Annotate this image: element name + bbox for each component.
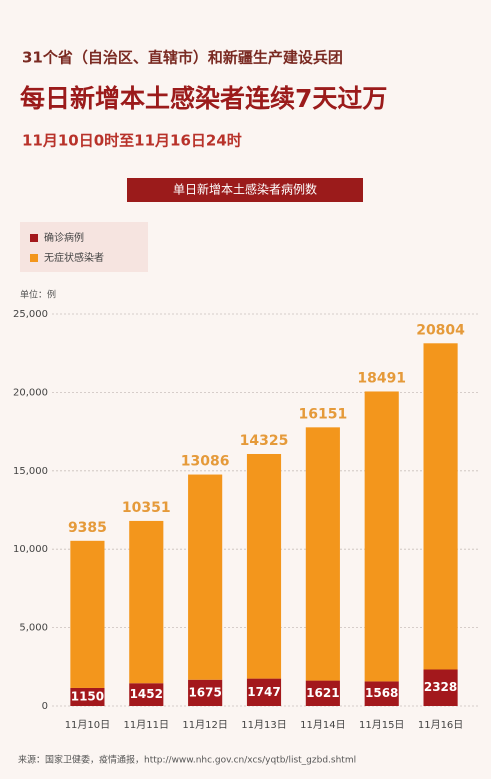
bar-segment (188, 679, 223, 706)
value-label: 1675 (188, 685, 221, 699)
x-tick-label: 11月13日 (241, 719, 286, 731)
bar-segment (70, 687, 105, 706)
source: 来源：国家卫健委，疫情通报，http://www.nhc.gov.cn/xcs/… (18, 754, 356, 766)
legend-swatch (30, 234, 38, 242)
y-tick-label: 5,000 (19, 623, 48, 634)
bar-segment (364, 391, 399, 682)
value-label: 14325 (240, 433, 289, 449)
bar-segment (305, 427, 340, 681)
y-tick-label: 10,000 (13, 544, 48, 555)
legend-swatch (30, 254, 38, 262)
x-tick-label: 11月14日 (300, 719, 345, 731)
y-tick-label: 20,000 (13, 387, 48, 398)
y-tick-label: 0 (42, 701, 48, 712)
value-label: 16151 (298, 406, 347, 422)
x-tick-label: 11月15日 (359, 719, 404, 731)
x-tick-label: 11月11日 (124, 719, 169, 731)
y-tick-label: 25,000 (13, 309, 48, 320)
x-tick-label: 11月16日 (418, 719, 463, 731)
pretitle: 31个省（自治区、直辖市）和新疆生产建设兵团 (22, 49, 343, 67)
subtitle: 11月10日0时至11月16日24时 (22, 132, 242, 150)
y-tick-label: 15,000 (13, 466, 48, 477)
x-tick-label: 11月10日 (65, 719, 110, 731)
chart-title: 每日新增本土感染者连续7天过万 (20, 84, 387, 113)
legend-label: 无症状感染者 (44, 251, 104, 264)
bar-segment (129, 520, 164, 684)
legend-label: 确诊病例 (44, 231, 84, 244)
value-label: 1621 (306, 686, 339, 700)
bar-segment (364, 681, 399, 706)
unit-label: 单位：例 (20, 289, 56, 301)
bar-segment (70, 540, 105, 688)
value-label: 10351 (122, 500, 171, 516)
value-label: 13086 (181, 454, 230, 470)
banner-bg (127, 178, 363, 202)
value-label: 1747 (247, 685, 280, 699)
bar-segment (129, 683, 164, 706)
value-label: 18491 (357, 370, 406, 386)
bar-segment (188, 474, 223, 680)
value-label: 9385 (68, 520, 107, 536)
banner: 单日新增本土感染者病例数 (173, 182, 317, 197)
bar-segment (423, 669, 458, 706)
value-label: 1568 (365, 686, 398, 700)
x-tick-label: 11月12日 (182, 719, 227, 731)
value-label: 20804 (416, 322, 465, 338)
value-label: 1452 (130, 687, 163, 701)
value-label: 2328 (424, 680, 457, 694)
bar-segment (423, 343, 458, 670)
bar-segment (305, 680, 340, 706)
value-label: 1150 (71, 689, 104, 703)
legend-box (20, 222, 148, 272)
bar-segment (246, 678, 282, 706)
bar-segment (246, 453, 282, 679)
